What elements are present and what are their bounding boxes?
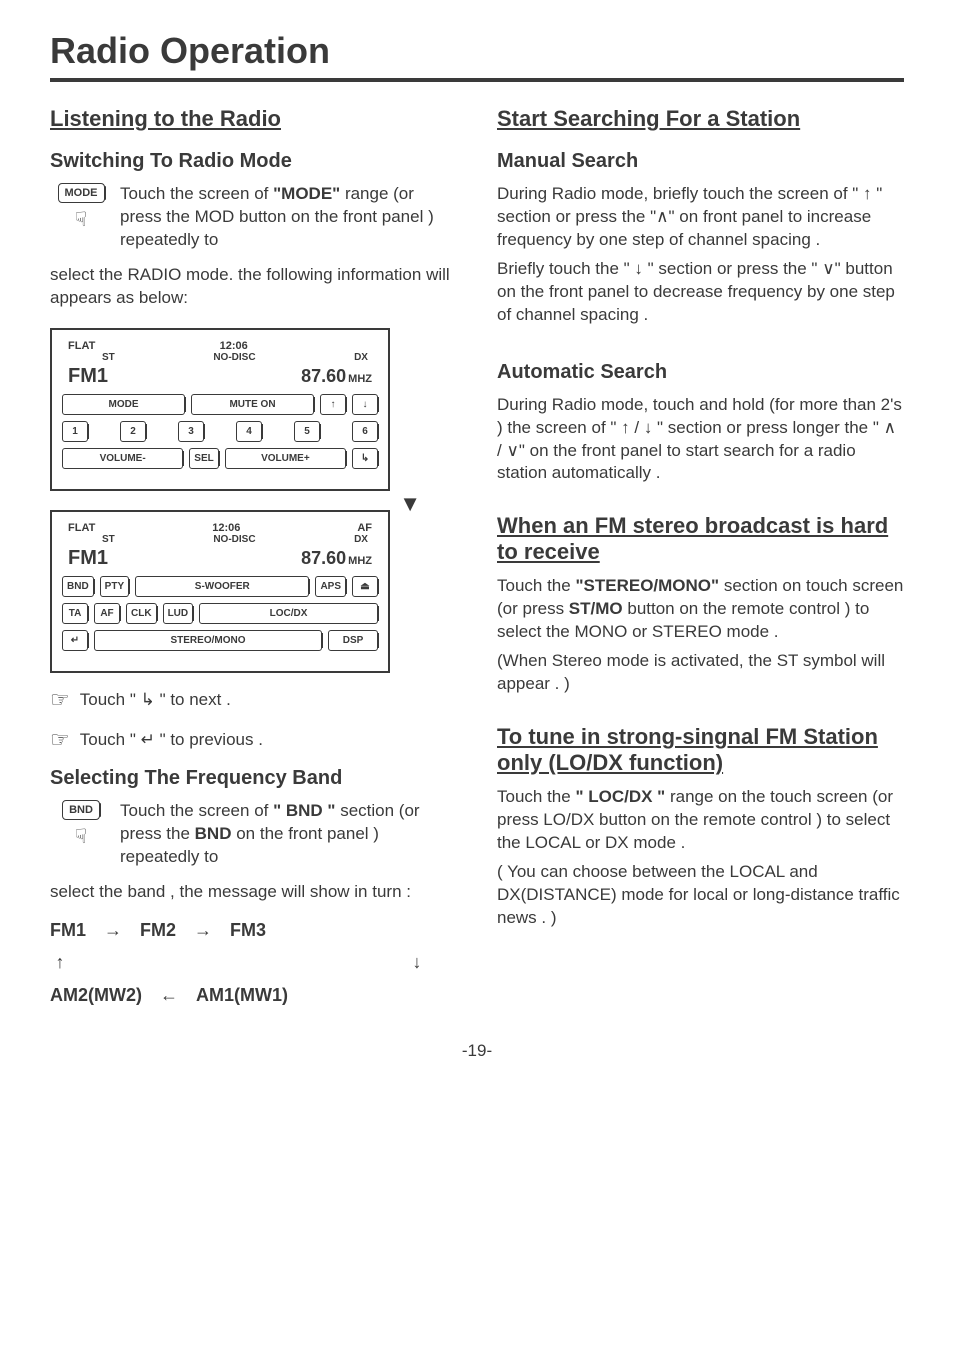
heading-freqband: Selecting The Frequency Band: [50, 767, 457, 790]
btn-6[interactable]: 6: [352, 421, 378, 442]
freqband-para2: select the band , the message will show …: [50, 881, 457, 904]
indicator-nodisc: NO-DISC: [213, 352, 255, 363]
btn-aps[interactable]: APS: [315, 576, 346, 597]
freq-value: 87.60: [301, 366, 346, 386]
band-label: FM1: [68, 365, 108, 388]
btn-4[interactable]: 4: [236, 421, 262, 442]
btn-locdx[interactable]: LOC/DX: [199, 603, 378, 624]
indicator-st: ST: [102, 534, 115, 545]
freq-unit: MHZ: [348, 373, 372, 385]
heading-switching: Switching To Radio Mode: [50, 150, 457, 173]
indicator-dx: DX: [354, 352, 368, 363]
heading-manual: Manual Search: [497, 150, 904, 173]
btn-2[interactable]: 2: [120, 421, 146, 442]
btn-3[interactable]: 3: [178, 421, 204, 442]
heading-stereo: When an FM stereo broadcast is hard to r…: [497, 513, 904, 565]
right-column: Start Searching For a Station Manual Sea…: [497, 106, 904, 1011]
manual-para1: During Radio mode, briefly touch the scr…: [497, 183, 904, 252]
heading-locdx: To tune in strong-singnal FM Station onl…: [497, 724, 904, 776]
screen-1: FLAT 12:06 ST NO-DISC DX FM1 87.60MHZ MO…: [50, 328, 390, 491]
btn-pty[interactable]: PTY: [100, 576, 129, 597]
indicator-flat: FLAT: [68, 522, 95, 534]
indicator-dx: DX: [354, 534, 368, 545]
locdx-para2: ( You can choose between the LOCAL and D…: [497, 861, 904, 930]
btn-volup[interactable]: VOLUME+: [225, 448, 346, 469]
btn-down[interactable]: ↓: [352, 394, 378, 415]
btn-sel[interactable]: SEL: [189, 448, 218, 469]
btn-muteon[interactable]: MUTE ON: [191, 394, 314, 415]
btn-af[interactable]: AF: [94, 603, 120, 624]
page-number: -19-: [50, 1041, 904, 1061]
btn-lud[interactable]: LUD: [163, 603, 194, 624]
btn-clk[interactable]: CLK: [126, 603, 157, 624]
freq-unit: MHZ: [348, 555, 372, 567]
bnd-instruction: BND ☟ Touch the screen of " BND " sectio…: [50, 800, 457, 875]
btn-ta[interactable]: TA: [62, 603, 88, 624]
indicator-af: AF: [357, 522, 372, 534]
auto-para: During Radio mode, touch and hold (for m…: [497, 394, 904, 486]
btn-up[interactable]: ↑: [320, 394, 346, 415]
mode-button[interactable]: MODE: [58, 183, 105, 203]
indicator-time: 12:06: [212, 522, 240, 534]
btn-bnd[interactable]: BND: [62, 576, 94, 597]
btn-1[interactable]: 1: [62, 421, 88, 442]
switching-para2: select the RADIO mode. the following inf…: [50, 264, 457, 310]
switching-para1: Touch the screen of "MODE" range (or pre…: [120, 183, 457, 252]
stereo-para2: (When Stereo mode is activated, the ST s…: [497, 650, 904, 696]
screen-2: FLAT 12:06 AF ST NO-DISC DX FM1 87.60MHZ…: [50, 510, 390, 673]
hand-icon: ☞: [50, 687, 70, 713]
btn-next[interactable]: ↳: [352, 448, 378, 469]
note-prev: ☞ Touch " ↵ " to previous .: [50, 727, 457, 753]
btn-eject[interactable]: ⏏: [352, 576, 378, 597]
freq-value: 87.60: [301, 548, 346, 568]
btn-swoofer[interactable]: S-WOOFER: [135, 576, 309, 597]
hand-icon: ☞: [50, 727, 70, 753]
band-label: FM1: [68, 547, 108, 570]
indicator-flat: FLAT: [68, 340, 95, 352]
btn-dsp[interactable]: DSP: [328, 630, 378, 651]
bnd-button[interactable]: BND: [62, 800, 100, 820]
heading-auto: Automatic Search: [497, 361, 904, 384]
indicator-time: 12:06: [220, 340, 248, 352]
band-diagram: FM1→ FM2→ FM3 ↑ ↓ AM2(MW2)← AM1(MW1): [50, 914, 457, 1011]
section-listening: Listening to the Radio: [50, 106, 457, 132]
locdx-para1: Touch the " LOC/DX " range on the touch …: [497, 786, 904, 855]
page-title: Radio Operation: [50, 30, 904, 82]
heading-search: Start Searching For a Station: [497, 106, 904, 132]
content-columns: Listening to the Radio Switching To Radi…: [50, 106, 904, 1011]
touch-icon: ☟: [75, 824, 87, 849]
manual-para2: Briefly touch the " ↓ " section or press…: [497, 258, 904, 327]
indicator-st: ST: [102, 352, 115, 363]
touch-icon: ☟: [75, 207, 87, 232]
btn-mode[interactable]: MODE: [62, 394, 185, 415]
freqband-para1: Touch the screen of " BND " section (or …: [120, 800, 457, 869]
mode-instruction: MODE ☟ Touch the screen of "MODE" range …: [50, 183, 457, 258]
indicator-nodisc: NO-DISC: [213, 534, 255, 545]
btn-stereomono[interactable]: STEREO/MONO: [94, 630, 322, 651]
btn-prev[interactable]: ↵: [62, 630, 88, 651]
note-next: ☞ Touch " ↳ " to next .: [50, 687, 457, 713]
btn-voldown[interactable]: VOLUME-: [62, 448, 183, 469]
left-column: Listening to the Radio Switching To Radi…: [50, 106, 457, 1011]
btn-5[interactable]: 5: [294, 421, 320, 442]
stereo-para1: Touch the "STEREO/MONO" section on touch…: [497, 575, 904, 644]
